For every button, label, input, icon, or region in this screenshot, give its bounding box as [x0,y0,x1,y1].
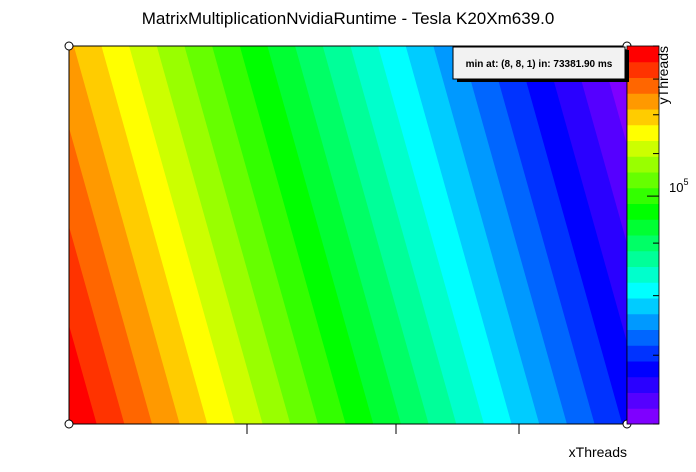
min-info-box: min at: (8, 8, 1) in: 73381.90 ms [452,46,629,82]
color-scale-cell [627,408,659,425]
corner-marker-top-left [64,41,74,51]
color-scale-cell [627,46,659,63]
heatmap-band [544,46,627,343]
color-scale-cell [627,219,659,236]
color-scale-cell [627,376,659,393]
color-scale-cell [627,172,659,189]
color-scale-cell [627,203,659,220]
y-axis-title: yThreads [655,46,671,104]
color-scale-cell [627,61,659,78]
color-scale-cell [627,124,659,141]
color-scale-cell [627,250,659,267]
color-scale-cell [627,235,659,252]
color-scale-cell [627,361,659,378]
color-scale-tick-exponent: 5 [683,177,688,187]
color-scale-cell [627,93,659,110]
color-scale-cell [627,298,659,315]
color-scale-tick-base: 10 [669,180,683,195]
color-scale-tick-label: 105 [669,177,688,195]
color-scale-bar [627,46,659,425]
color-scale-cell [627,266,659,283]
color-scale-frame [626,45,660,425]
color-scale-cell [627,140,659,157]
color-scale-cell [627,345,659,362]
color-scale-cell [627,329,659,346]
x-axis-title: xThreads [569,444,627,460]
min-info-box-background [452,46,626,80]
color-scale-cell [627,392,659,409]
color-scale-cell [627,282,659,299]
color-scale-cell [627,187,659,204]
chart-title: MatrixMultiplicationNvidiaRuntime - Tesl… [142,9,555,28]
color-scale-cell [627,77,659,94]
color-scale-cell [627,313,659,330]
color-scale-ticks [647,45,659,425]
heatmap-band [516,46,627,424]
color-scale-cell [627,156,659,173]
x-axis-ticks [246,424,520,434]
corner-marker-bottom-left [64,419,74,429]
color-scale-cell [627,109,659,126]
min-info-text: min at: (8, 8, 1) in: 73381.90 ms [466,59,613,70]
